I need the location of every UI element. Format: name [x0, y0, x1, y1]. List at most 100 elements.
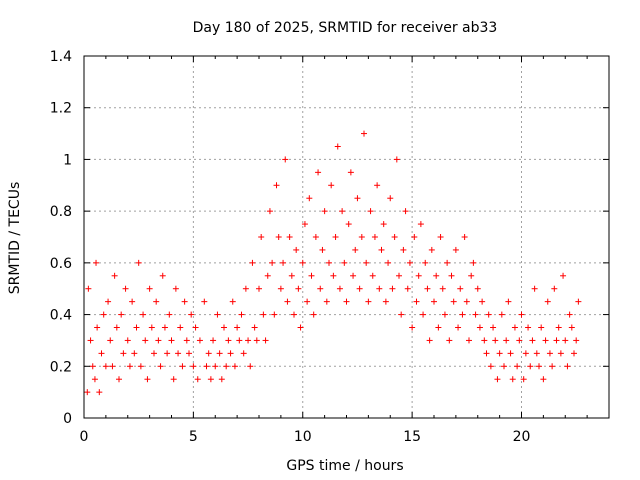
data-point	[129, 298, 136, 305]
data-point	[560, 272, 567, 279]
data-point	[426, 337, 433, 344]
data-point	[575, 298, 582, 305]
data-point	[413, 298, 420, 305]
data-point	[253, 337, 260, 344]
data-point	[105, 298, 112, 305]
data-point	[352, 246, 359, 253]
data-point	[262, 337, 269, 344]
y-tick-label: 0.8	[50, 204, 72, 220]
data-point	[164, 350, 171, 357]
data-point	[417, 221, 424, 228]
y-tick-label: 0	[63, 411, 72, 427]
y-tick-label: 0.6	[50, 256, 72, 272]
data-point	[470, 259, 477, 266]
x-tick-label: 0	[80, 429, 89, 445]
data-point	[120, 350, 127, 357]
data-point	[286, 234, 293, 240]
data-point	[568, 324, 575, 331]
data-point	[367, 208, 374, 215]
data-point	[282, 156, 289, 163]
data-point	[304, 298, 311, 305]
data-point	[494, 376, 501, 383]
data-point	[437, 234, 444, 240]
data-point	[398, 311, 405, 318]
data-point	[487, 363, 494, 370]
data-point	[461, 234, 468, 240]
data-point	[330, 272, 337, 279]
data-point	[148, 324, 155, 331]
data-point	[251, 324, 258, 331]
y-tick-label: 0.4	[50, 308, 72, 324]
y-axis-ticks: 0 0.2 0.4 0.6 0.8 1 1.2 1.4	[50, 49, 609, 427]
data-point	[170, 376, 177, 383]
data-point	[457, 285, 464, 292]
data-point	[242, 285, 249, 292]
data-point	[85, 285, 92, 292]
data-point	[393, 156, 400, 163]
data-point	[157, 363, 164, 370]
x-axis-label: GPS time / hours	[286, 458, 403, 474]
data-point	[229, 298, 236, 305]
data-point	[140, 311, 147, 318]
data-point	[284, 298, 291, 305]
data-point	[100, 311, 107, 318]
data-point	[310, 311, 317, 318]
data-point	[356, 285, 363, 292]
data-point	[396, 272, 402, 279]
data-point	[439, 285, 446, 292]
data-point	[126, 363, 133, 370]
data-point	[371, 234, 378, 240]
data-point	[350, 272, 357, 279]
data-point	[124, 337, 131, 344]
data-point	[218, 376, 225, 383]
data-point	[361, 130, 367, 137]
data-point	[406, 259, 413, 266]
data-point	[87, 337, 94, 344]
data-point	[448, 272, 455, 279]
data-point	[564, 363, 571, 370]
x-tick-label: 15	[403, 429, 421, 445]
data-point	[339, 208, 346, 215]
data-point	[463, 298, 470, 305]
data-point	[378, 246, 385, 253]
data-point	[116, 376, 122, 383]
data-point	[542, 337, 549, 344]
data-point	[151, 350, 157, 357]
data-point	[503, 337, 510, 344]
data-point	[96, 389, 103, 396]
data-point	[420, 311, 427, 318]
data-point	[111, 272, 118, 279]
data-point	[328, 182, 335, 189]
data-point	[317, 285, 324, 292]
data-point	[385, 259, 392, 266]
data-point	[179, 363, 186, 370]
data-point	[490, 324, 497, 331]
data-point	[118, 311, 125, 318]
data-point	[258, 234, 265, 240]
data-point	[496, 350, 503, 357]
data-point	[566, 311, 573, 318]
data-point	[266, 208, 273, 215]
data-point	[514, 363, 521, 370]
data-point	[354, 195, 361, 202]
data-point	[212, 363, 219, 370]
chart-title: Day 180 of 2025, SRMTID for receiver ab3…	[193, 20, 498, 36]
data-point	[446, 337, 453, 344]
data-point	[474, 285, 481, 292]
data-point	[525, 324, 532, 331]
data-point	[562, 337, 569, 344]
data-point	[236, 337, 243, 344]
data-point	[231, 363, 238, 370]
x-tick-label: 20	[513, 429, 531, 445]
data-point	[466, 337, 472, 344]
y-tick-label: 0.2	[50, 359, 72, 375]
data-point	[387, 195, 394, 202]
data-point	[481, 337, 488, 344]
data-point	[194, 376, 201, 383]
y-tick-label: 1	[63, 152, 72, 168]
data-point	[315, 169, 322, 176]
data-point	[553, 337, 560, 344]
data-point	[299, 259, 306, 266]
data-point	[168, 337, 175, 344]
data-point	[113, 324, 120, 331]
